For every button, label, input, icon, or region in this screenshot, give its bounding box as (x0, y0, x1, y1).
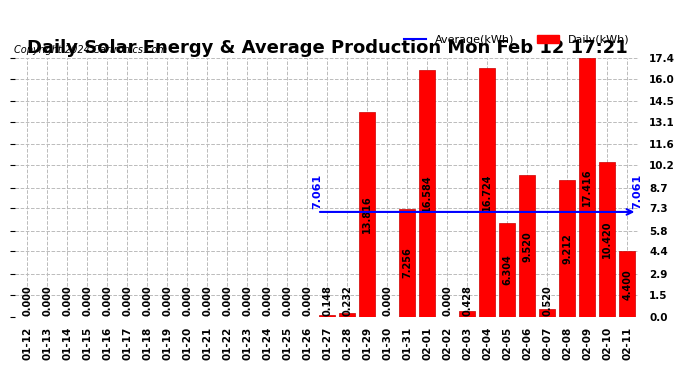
Text: 6.304: 6.304 (502, 255, 512, 285)
Bar (480, 68, 495, 317)
Text: 9.212: 9.212 (562, 233, 572, 264)
Bar (539, 309, 555, 317)
Bar (619, 252, 635, 317)
Text: 10.420: 10.420 (602, 221, 612, 258)
Text: 0.000: 0.000 (282, 285, 292, 316)
Legend: Average(kWh), Daily(kWh): Average(kWh), Daily(kWh) (400, 30, 633, 49)
Bar (420, 70, 435, 317)
Text: 16.584: 16.584 (422, 175, 432, 213)
Text: 7.061: 7.061 (632, 174, 642, 209)
Bar (559, 180, 575, 317)
Text: 4.400: 4.400 (622, 269, 632, 300)
Text: 0.000: 0.000 (242, 285, 252, 316)
Text: Copyright 2024 Cartronics.com: Copyright 2024 Cartronics.com (14, 45, 167, 55)
Text: 0.000: 0.000 (62, 285, 72, 316)
Text: 0.000: 0.000 (202, 285, 212, 316)
Text: 0.000: 0.000 (182, 285, 192, 316)
Text: 0.000: 0.000 (442, 285, 452, 316)
Text: 0.000: 0.000 (42, 285, 52, 316)
Text: 0.520: 0.520 (542, 285, 552, 316)
Text: 16.724: 16.724 (482, 174, 492, 211)
Text: 9.520: 9.520 (522, 231, 532, 261)
Bar (579, 58, 595, 317)
Bar (400, 209, 415, 317)
Text: 0.000: 0.000 (162, 285, 172, 316)
Text: 0.148: 0.148 (322, 285, 332, 316)
Bar (519, 176, 535, 317)
Text: 0.000: 0.000 (122, 285, 132, 316)
Text: 0.428: 0.428 (462, 285, 472, 316)
Text: 7.061: 7.061 (312, 174, 322, 209)
Bar (500, 223, 515, 317)
Text: 0.000: 0.000 (222, 285, 232, 316)
Text: 0.000: 0.000 (22, 285, 32, 316)
Text: 0.000: 0.000 (82, 285, 92, 316)
Bar (339, 314, 355, 317)
Text: 0.000: 0.000 (142, 285, 152, 316)
Bar (599, 162, 615, 317)
Text: 0.232: 0.232 (342, 285, 352, 316)
Text: 0.000: 0.000 (102, 285, 112, 316)
Bar (319, 315, 335, 317)
Text: 7.256: 7.256 (402, 248, 412, 278)
Text: 0.000: 0.000 (302, 285, 312, 316)
Text: 17.416: 17.416 (582, 169, 592, 206)
Text: 0.000: 0.000 (262, 285, 272, 316)
Bar (460, 310, 475, 317)
Bar (359, 111, 375, 317)
Text: 13.816: 13.816 (362, 195, 372, 233)
Text: 0.000: 0.000 (382, 285, 392, 316)
Title: Daily Solar Energy & Average Production Mon Feb 12 17:21: Daily Solar Energy & Average Production … (27, 39, 627, 57)
